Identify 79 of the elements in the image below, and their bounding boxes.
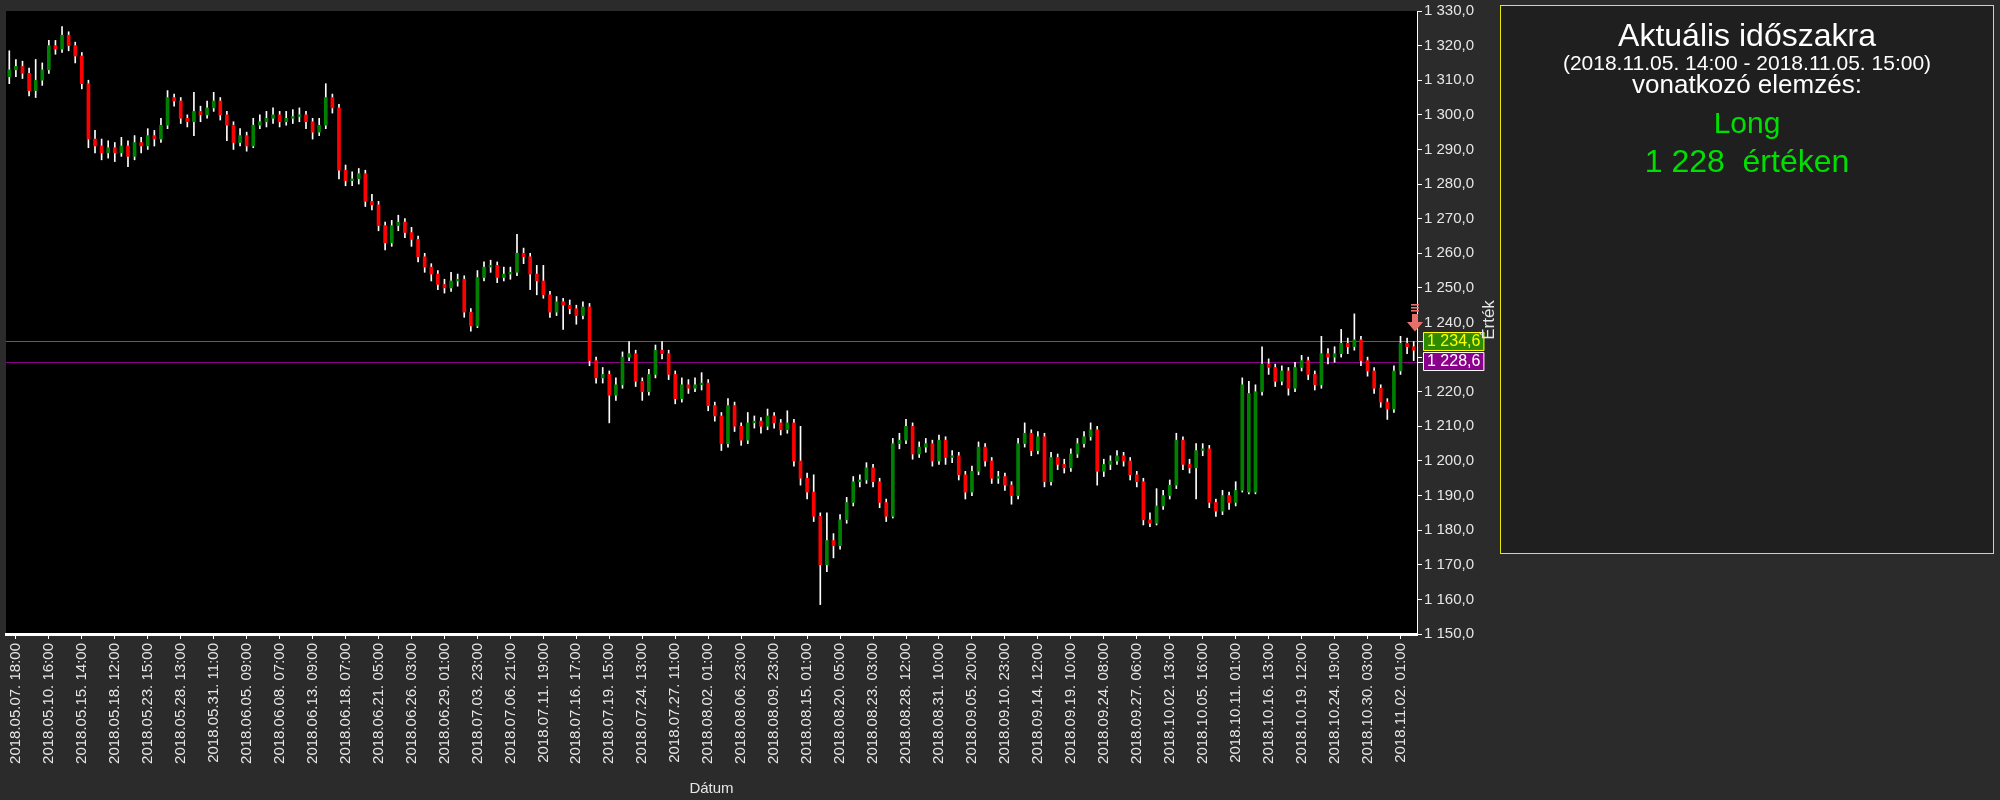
x-tick-label: 2018.06.21. 05:00 — [368, 643, 386, 764]
x-tick-label: 2018.05.18. 12:00 — [104, 643, 122, 764]
x-tick-label: 2018.06.18. 07:00 — [335, 643, 353, 764]
y-tick-label: 1 240,0 — [1424, 312, 1475, 330]
x-tick-label: 2018.09.27. 06:00 — [1126, 643, 1144, 764]
x-tick-label: 2018.07.11. 19:00 — [533, 643, 551, 763]
y-tick-label: 1 160,0 — [1424, 589, 1475, 607]
candlestick — [192, 92, 196, 136]
x-tick-label: 2018.09.14. 12:00 — [1028, 643, 1046, 764]
x-tick-label: 2018.08.15. 01:00 — [797, 643, 815, 764]
x-tick-label: 2018.07.24. 13:00 — [632, 643, 650, 764]
y-tick-label: 1 250,0 — [1424, 278, 1475, 296]
x-tick-label: 2018.05.07. 18:00 — [6, 643, 24, 764]
x-tick-label: 2018.09.10. 23:00 — [995, 643, 1013, 764]
text: 1 228 értéken — [1643, 143, 1851, 179]
y-tick-label: 1 180,0 — [1424, 520, 1475, 538]
y-tick-label: 1 190,0 — [1424, 485, 1475, 503]
x-tick-label: 2018.07.27. 11:00 — [665, 643, 683, 763]
x-tick-label: 2018.10.24. 19:00 — [1324, 643, 1342, 764]
y-tick-label: 1 320,0 — [1424, 35, 1475, 53]
x-tick-label: 2018.08.06. 23:00 — [731, 643, 749, 764]
candlestick — [950, 450, 954, 464]
x-tick-label: 2018.09.24. 08:00 — [1093, 643, 1111, 764]
x-axis-title: Dátum — [689, 779, 734, 797]
x-tick-label: 2018.10.19. 12:00 — [1291, 643, 1309, 764]
x-tick-label: 2018.08.28. 12:00 — [896, 643, 914, 764]
x-tick-label: 2018.10.30. 03:00 — [1357, 643, 1375, 764]
x-tick-label: 2018.08.23. 03:00 — [863, 643, 881, 764]
ref-line-label: 1 228,6 — [1427, 352, 1481, 370]
y-tick-label: 1 280,0 — [1424, 174, 1475, 192]
x-tick-label: 2018.06.08. 07:00 — [269, 643, 287, 764]
x-tick-label: 2018.07.19. 15:00 — [599, 643, 617, 764]
x-tick-label: 2018.08.09. 23:00 — [764, 643, 782, 764]
x-tick-label: 2018.05.28. 13:00 — [170, 643, 188, 764]
candlestick — [660, 341, 664, 360]
y-tick-label: 1 210,0 — [1424, 416, 1475, 434]
text: Aktuális időszakra — [1617, 17, 1877, 53]
x-tick-label: 2018.06.26. 03:00 — [401, 643, 419, 764]
candlestick — [923, 438, 928, 453]
x-tick-label: 2018.05.15. 14:00 — [71, 643, 89, 764]
x-tick-label: 2018.06.05. 09:00 — [236, 643, 254, 764]
x-tick-label: 2018.06.13. 09:00 — [302, 643, 320, 764]
x-tick-label: 2018.07.06. 21:00 — [500, 643, 518, 764]
candlestick — [996, 471, 1001, 484]
candlestick — [627, 341, 631, 361]
x-tick-label: 2018.10.05. 16:00 — [1192, 643, 1210, 764]
x-tick-label: 2018.10.02. 13:00 — [1159, 643, 1177, 764]
y-tick-label: 1 220,0 — [1424, 381, 1475, 399]
x-tick-label: 2018.06.29. 01:00 — [434, 643, 452, 764]
candlestick — [14, 59, 18, 78]
y-tick-label: 1 310,0 — [1424, 70, 1475, 88]
x-tick-label: 2018.05.31. 11:00 — [203, 643, 221, 763]
x-tick-label: 2018.09.19. 10:00 — [1060, 643, 1078, 764]
x-tick-label: 2018.08.20. 05:00 — [830, 643, 848, 764]
candlestick — [284, 111, 289, 126]
candlestick — [7, 50, 12, 85]
x-tick-label: 2018.08.31. 10:00 — [929, 643, 947, 764]
y-tick-label: 1 150,0 — [1424, 624, 1475, 642]
x-tick-label: 2018.05.10. 16:00 — [39, 643, 56, 764]
x-tick-label: 2018.08.02. 01:00 — [698, 643, 716, 764]
y-tick-label: 1 260,0 — [1424, 243, 1475, 261]
candlestick — [561, 297, 565, 330]
x-tick-label: 2018.05.23. 15:00 — [137, 643, 155, 764]
y-tick-label: 1 200,0 — [1424, 451, 1475, 469]
text: Long — [1712, 106, 1782, 139]
candlestick — [534, 265, 539, 296]
x-tick-label: 2018.11.02. 01:00 — [1390, 643, 1408, 763]
y-tick-label: 1 330,0 — [1424, 1, 1475, 19]
x-tick-label: 2018.07.03. 23:00 — [467, 643, 485, 764]
x-tick-label: 2018.09.05. 20:00 — [962, 643, 980, 764]
y-axis-title: Érték — [1478, 299, 1498, 340]
candlestick — [290, 109, 295, 124]
x-tick-label: 2018.10.16. 13:00 — [1258, 643, 1276, 764]
x-tick-label: 2018.10.11. 01:00 — [1225, 643, 1243, 763]
x-tick-label: 2018.07.16. 17:00 — [566, 643, 584, 764]
y-tick-label: 1 170,0 — [1424, 554, 1475, 572]
y-tick-label: 1 270,0 — [1424, 208, 1475, 226]
y-tick-label: 1 290,0 — [1424, 139, 1475, 157]
y-tick-label: 1 300,0 — [1424, 104, 1475, 122]
